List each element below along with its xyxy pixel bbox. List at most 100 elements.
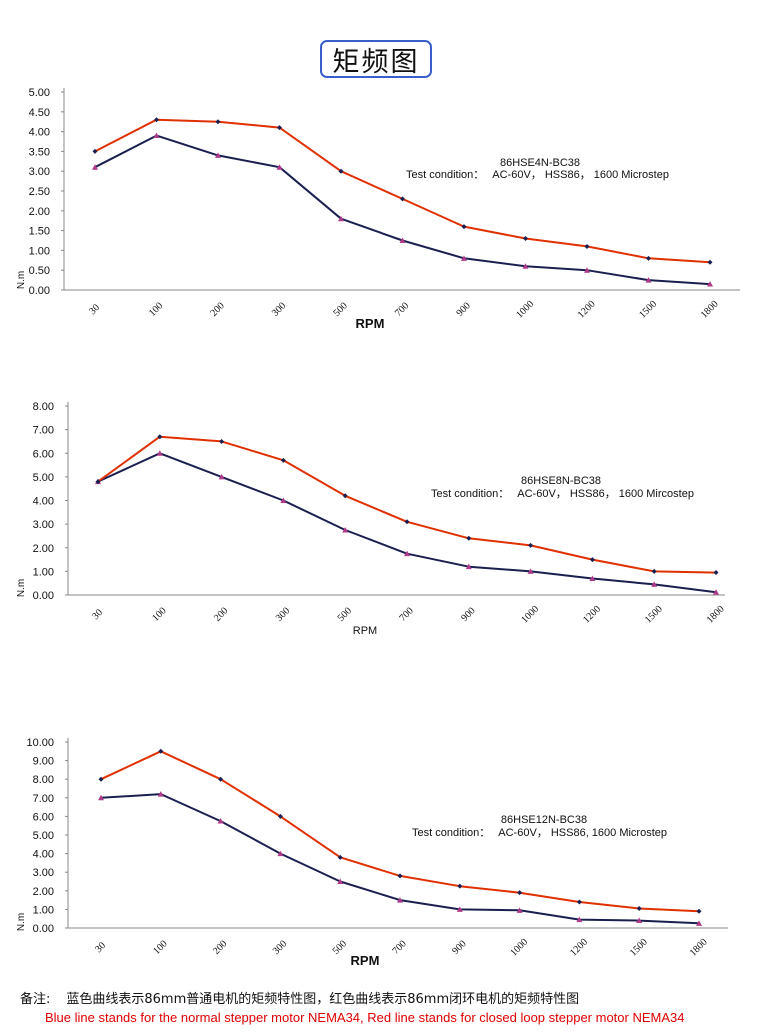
y-axis-label: N.m	[16, 579, 27, 597]
y-tick-label: 5.00	[33, 830, 54, 842]
data-point	[651, 568, 657, 574]
y-tick-label: 1.00	[33, 566, 54, 578]
data-point	[589, 575, 596, 581]
data-point	[156, 450, 163, 456]
series-line	[94, 134, 711, 286]
data-point	[337, 854, 343, 860]
data-point	[218, 776, 224, 782]
data-point	[399, 237, 406, 243]
y-tick-label: 0.00	[33, 590, 54, 602]
y-tick-label: 3.00	[33, 867, 54, 879]
y-tick-label: 1.00	[29, 245, 50, 257]
y-tick-label: 4.00	[29, 127, 50, 139]
x-tick-label: 1000	[508, 937, 530, 959]
data-point	[277, 850, 284, 857]
y-tick-label: 2.50	[29, 186, 50, 198]
y-tick-label: 5.00	[29, 87, 50, 99]
y-tick-label: 5.00	[33, 472, 54, 484]
data-point	[516, 907, 523, 913]
y-tick-label: 10.00	[26, 737, 54, 749]
data-point	[404, 550, 410, 557]
x-tick-label: 100	[150, 605, 168, 623]
data-point	[98, 794, 104, 801]
chart-title: 86HSE12N-BC38	[501, 814, 587, 826]
data-point	[219, 438, 225, 444]
x-tick-label: 300	[270, 300, 288, 318]
y-tick-label: 2.00	[29, 206, 50, 218]
test-condition-value: AC-60V， HSS86， 1600 Microstep	[492, 169, 669, 181]
data-point	[517, 890, 523, 896]
x-tick-label: 1200	[576, 299, 598, 321]
data-point	[404, 519, 410, 525]
y-axis-label: N.m	[16, 271, 27, 289]
x-tick-label: 1800	[699, 299, 721, 321]
data-point	[280, 497, 287, 503]
x-tick-label: 900	[454, 300, 472, 318]
data-point	[696, 908, 702, 914]
data-point	[523, 236, 528, 242]
note-chinese: 备注: 蓝色曲线表示86mm普通电机的矩频特性图，红色曲线表示86mm闭环电机的矩…	[20, 988, 579, 1007]
data-point	[92, 164, 98, 170]
data-point	[98, 776, 104, 782]
data-point	[645, 277, 652, 283]
y-tick-label: 1.00	[33, 904, 54, 916]
data-point	[707, 281, 713, 287]
data-point	[92, 148, 98, 154]
data-point	[576, 899, 582, 905]
data-point	[397, 873, 403, 879]
test-condition: Test condition： AC-60V， HSS86， 1600 Micro…	[406, 169, 669, 181]
x-tick-label: 500	[336, 605, 354, 623]
y-axis-label: N.m	[16, 913, 27, 931]
data-point	[461, 255, 467, 261]
data-point	[707, 259, 713, 265]
data-point	[154, 117, 159, 123]
note-english: Blue line stands for the normal stepper …	[45, 1010, 685, 1025]
data-point	[522, 263, 529, 269]
test-condition-value: AC-60V， HSS86， 1600 Mircostep	[517, 488, 694, 500]
test-condition-value: AC-60V， HSS86, 1600 Microstep	[498, 827, 667, 839]
x-tick-label: 300	[271, 938, 289, 956]
data-point	[465, 563, 472, 570]
x-tick-label: 200	[208, 300, 226, 318]
test-condition-label: Test condition：	[412, 827, 490, 839]
data-point	[651, 581, 658, 587]
x-tick-label: 1800	[705, 604, 727, 626]
data-point	[713, 589, 719, 595]
y-tick-label: 2.00	[33, 543, 54, 555]
y-tick-label: 4.50	[29, 107, 50, 119]
data-point	[277, 125, 282, 131]
y-tick-label: 1.50	[29, 226, 50, 238]
data-point	[217, 818, 224, 824]
y-tick-label: 3.00	[29, 166, 50, 178]
y-tick-label: 3.50	[29, 146, 50, 158]
y-tick-label: 8.00	[33, 774, 54, 786]
x-tick-label: 1200	[581, 604, 603, 626]
data-point	[277, 813, 283, 819]
data-point	[215, 119, 221, 125]
data-point	[400, 196, 405, 202]
x-tick-label: 200	[212, 605, 230, 623]
x-tick-label: 30	[87, 302, 102, 317]
x-tick-label: 700	[397, 605, 415, 623]
data-point	[584, 267, 590, 273]
data-point	[280, 457, 286, 463]
data-point	[456, 906, 463, 912]
data-point	[461, 224, 467, 230]
data-point	[157, 791, 164, 797]
data-point	[636, 905, 642, 911]
x-tick-label: 1000	[519, 604, 541, 626]
data-point	[466, 535, 472, 541]
y-tick-label: 4.00	[33, 849, 54, 861]
x-tick-label: 200	[211, 938, 229, 956]
y-tick-label: 2.00	[33, 886, 54, 898]
data-point	[157, 434, 163, 440]
x-tick-label: 300	[274, 605, 292, 623]
torque-chart-86hse12n: 0.00 1.00 2.00 3.00 4.00 5.00 6.00 7.00 8.00 9.00…	[16, 737, 728, 968]
data-point	[457, 883, 463, 889]
data-point	[338, 168, 344, 174]
test-condition: Test condition： AC-60V， HSS86, 1600 Micro…	[412, 827, 667, 839]
data-point	[636, 917, 643, 924]
note-label: 备注:	[20, 992, 51, 1007]
x-tick-label: 700	[390, 938, 408, 956]
data-point	[218, 473, 225, 480]
